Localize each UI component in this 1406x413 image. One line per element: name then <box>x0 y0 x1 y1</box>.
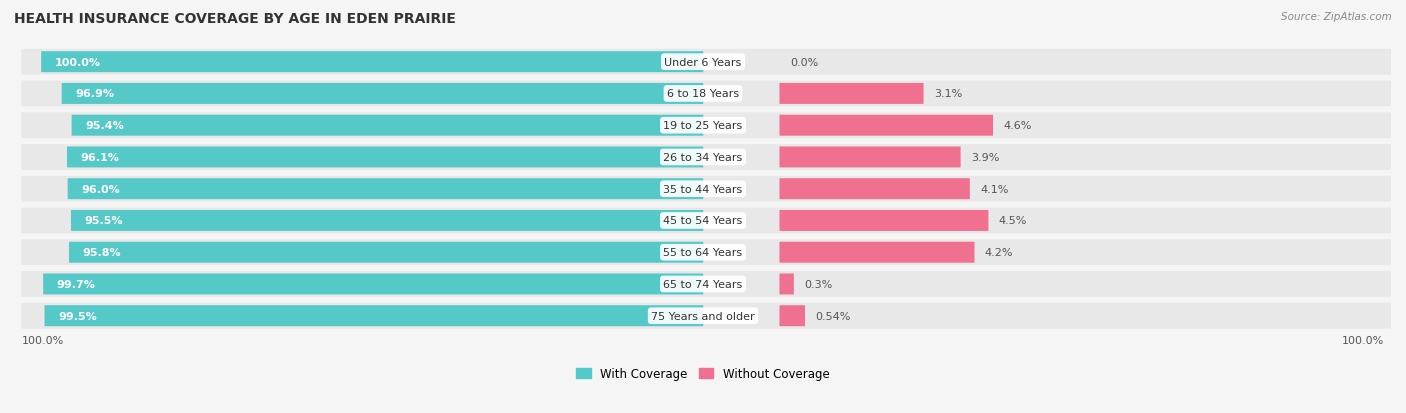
FancyBboxPatch shape <box>21 145 1391 171</box>
FancyBboxPatch shape <box>779 116 993 136</box>
Text: 4.5%: 4.5% <box>998 216 1026 226</box>
FancyBboxPatch shape <box>41 52 703 73</box>
Text: 96.0%: 96.0% <box>82 184 120 194</box>
Text: 95.8%: 95.8% <box>83 248 121 258</box>
Text: 65 to 74 Years: 65 to 74 Years <box>664 279 742 289</box>
Text: 4.2%: 4.2% <box>984 248 1014 258</box>
FancyBboxPatch shape <box>779 306 806 326</box>
FancyBboxPatch shape <box>67 147 703 168</box>
FancyBboxPatch shape <box>779 84 924 104</box>
Text: 0.3%: 0.3% <box>804 279 832 289</box>
FancyBboxPatch shape <box>62 84 703 104</box>
Text: 3.1%: 3.1% <box>934 89 962 99</box>
FancyBboxPatch shape <box>779 274 794 295</box>
Text: 0.54%: 0.54% <box>815 311 851 321</box>
FancyBboxPatch shape <box>21 176 1391 202</box>
Text: 55 to 64 Years: 55 to 64 Years <box>664 248 742 258</box>
Text: 99.7%: 99.7% <box>56 279 96 289</box>
FancyBboxPatch shape <box>69 242 703 263</box>
Text: 100.0%: 100.0% <box>1343 336 1385 346</box>
FancyBboxPatch shape <box>21 271 1391 297</box>
Text: 4.6%: 4.6% <box>1004 121 1032 131</box>
FancyBboxPatch shape <box>779 242 974 263</box>
FancyBboxPatch shape <box>21 240 1391 266</box>
FancyBboxPatch shape <box>67 179 703 200</box>
Text: HEALTH INSURANCE COVERAGE BY AGE IN EDEN PRAIRIE: HEALTH INSURANCE COVERAGE BY AGE IN EDEN… <box>14 12 456 26</box>
FancyBboxPatch shape <box>44 274 703 295</box>
Text: 3.9%: 3.9% <box>972 152 1000 163</box>
FancyBboxPatch shape <box>72 116 703 136</box>
FancyBboxPatch shape <box>779 147 960 168</box>
Text: 100.0%: 100.0% <box>55 57 101 68</box>
FancyBboxPatch shape <box>21 50 1391 75</box>
FancyBboxPatch shape <box>21 208 1391 234</box>
Text: 99.5%: 99.5% <box>58 311 97 321</box>
Legend: With Coverage, Without Coverage: With Coverage, Without Coverage <box>576 367 830 380</box>
Text: 6 to 18 Years: 6 to 18 Years <box>666 89 740 99</box>
Text: 100.0%: 100.0% <box>21 336 63 346</box>
Text: 26 to 34 Years: 26 to 34 Years <box>664 152 742 163</box>
FancyBboxPatch shape <box>21 81 1391 107</box>
Text: 96.1%: 96.1% <box>80 152 120 163</box>
FancyBboxPatch shape <box>45 306 703 326</box>
Text: 35 to 44 Years: 35 to 44 Years <box>664 184 742 194</box>
Text: 4.1%: 4.1% <box>980 184 1008 194</box>
Text: 95.5%: 95.5% <box>84 216 122 226</box>
FancyBboxPatch shape <box>779 179 970 200</box>
Text: Source: ZipAtlas.com: Source: ZipAtlas.com <box>1281 12 1392 22</box>
FancyBboxPatch shape <box>779 211 988 231</box>
Text: 95.4%: 95.4% <box>86 121 124 131</box>
FancyBboxPatch shape <box>70 211 703 231</box>
FancyBboxPatch shape <box>21 113 1391 139</box>
Text: 96.9%: 96.9% <box>75 89 114 99</box>
Text: Under 6 Years: Under 6 Years <box>665 57 741 68</box>
FancyBboxPatch shape <box>21 303 1391 329</box>
Text: 19 to 25 Years: 19 to 25 Years <box>664 121 742 131</box>
Text: 75 Years and older: 75 Years and older <box>651 311 755 321</box>
Text: 45 to 54 Years: 45 to 54 Years <box>664 216 742 226</box>
Text: 0.0%: 0.0% <box>790 57 818 68</box>
